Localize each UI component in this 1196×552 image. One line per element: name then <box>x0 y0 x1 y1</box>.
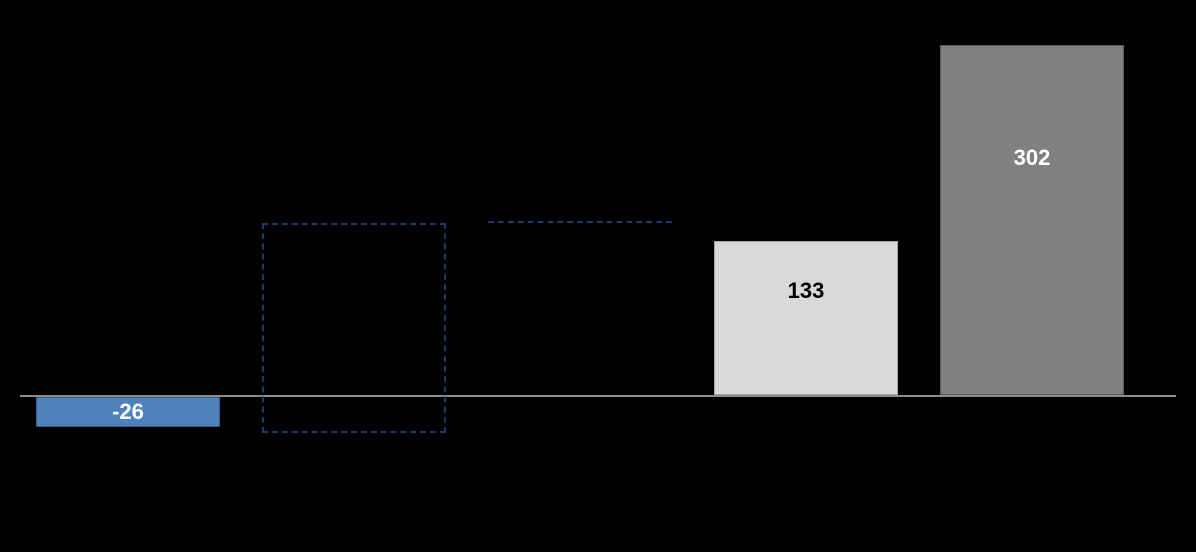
waterfall-chart: -26 133 302 <box>0 0 1196 552</box>
bar-302: 302 <box>940 45 1124 395</box>
bar-blank-1 <box>262 223 446 433</box>
bar-neg-26: -26 <box>36 397 220 427</box>
bar-302-label: 302 <box>941 145 1123 171</box>
bar-blank-2 <box>488 221 672 395</box>
bar-133-label: 133 <box>715 278 897 304</box>
bar-neg-26-label: -26 <box>37 399 219 425</box>
bar-blank-2-top-stroke <box>488 221 672 223</box>
bar-133: 133 <box>714 241 898 395</box>
